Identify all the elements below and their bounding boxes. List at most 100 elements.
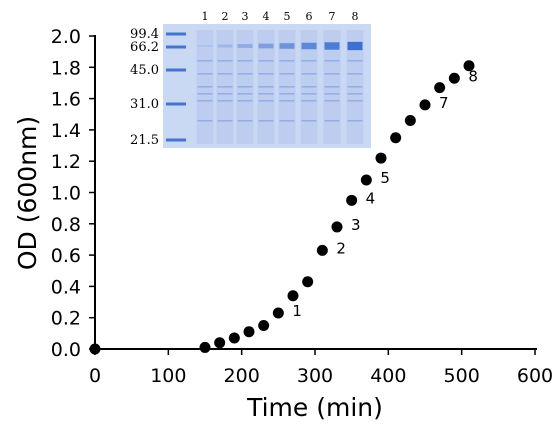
gel-marker-band [166, 32, 186, 36]
y-tick-label: 1.8 [51, 57, 81, 79]
data-point [89, 343, 101, 355]
y-tick-label: 0.8 [51, 214, 81, 236]
gel-marker-label: 66.2 [130, 40, 159, 55]
gel-band [324, 100, 340, 102]
x-tick-label: 500 [444, 365, 480, 387]
data-point [434, 82, 446, 94]
gel-expression-band [197, 45, 213, 47]
gel-band [258, 93, 274, 95]
gel-expression-band [237, 44, 253, 48]
x-tick-label: 200 [224, 365, 260, 387]
x-tick-label: 400 [370, 365, 406, 387]
y-tick-label: 1.4 [51, 120, 81, 142]
gel-expression-band [324, 42, 340, 50]
gel-expression-band [279, 43, 295, 49]
gel-band [237, 73, 253, 75]
data-point [199, 341, 211, 353]
y-tick-label: 2.0 [51, 26, 81, 48]
data-point [463, 60, 475, 72]
gel-marker-label: 31.0 [130, 97, 159, 112]
gel-band [217, 120, 233, 122]
gel-band [258, 120, 274, 122]
gel-band [217, 60, 233, 62]
gel-expression-band [347, 41, 363, 51]
data-point [214, 337, 226, 349]
y-axis-title: OD (600nm) [13, 116, 42, 270]
data-point [404, 115, 416, 127]
y-tick-label: 1.2 [51, 151, 81, 173]
gel-band [197, 86, 213, 88]
gel-band [258, 60, 274, 62]
gel-band [324, 73, 340, 75]
gel-band [324, 93, 340, 95]
gel-marker-label: 21.5 [130, 133, 159, 148]
point-annotation-label: 1 [292, 302, 302, 320]
gel-band [324, 60, 340, 62]
gel-band [347, 120, 363, 122]
gel-band [347, 60, 363, 62]
data-point [448, 72, 460, 84]
point-annotation-label: 5 [380, 169, 390, 187]
data-points [89, 60, 475, 355]
gel-marker-band [166, 138, 186, 142]
data-point [258, 320, 270, 332]
gel-marker-band [166, 102, 186, 106]
sds-page-gel-inset: 1 2 3 4 5 6 7 8 99.466.2 45.0 31.0 21.5 [130, 10, 371, 148]
gel-band [237, 86, 253, 88]
gel-band [197, 60, 213, 62]
gel-lane-label: 4 [263, 10, 270, 23]
gel-lane-label: 7 [329, 10, 336, 23]
point-annotation-label: 2 [336, 239, 346, 257]
gel-band [237, 120, 253, 122]
gel-band [301, 60, 317, 62]
gel-lane-label: 6 [306, 10, 313, 23]
gel-band [237, 100, 253, 102]
data-point [228, 332, 240, 344]
data-point [346, 194, 358, 206]
data-point [272, 307, 284, 319]
gel-band [237, 93, 253, 95]
gel-band [217, 73, 233, 75]
gel-marker-band [166, 45, 186, 49]
gel-band [197, 100, 213, 102]
data-point [360, 174, 372, 186]
gel-band [279, 86, 295, 88]
gel-band [347, 86, 363, 88]
gel-lane-label: 3 [242, 10, 249, 23]
data-point [302, 276, 314, 288]
gel-band [279, 93, 295, 95]
x-axis-title: Time (min) [246, 393, 383, 422]
data-point [316, 244, 328, 256]
y-tick-label: 0.2 [51, 308, 81, 330]
gel-band [217, 93, 233, 95]
gel-band [301, 93, 317, 95]
x-tick-label: 600 [517, 365, 553, 387]
gel-band [324, 86, 340, 88]
gel-expression-band [258, 43, 274, 49]
gel-band [197, 73, 213, 75]
gel-lane-label: 5 [284, 10, 291, 23]
point-annotation-label: 4 [366, 189, 376, 207]
gel-marker-label: 45.0 [130, 63, 159, 78]
gel-marker-band [166, 68, 186, 72]
y-tick-label: 0.6 [51, 245, 81, 267]
gel-band [301, 120, 317, 122]
point-annotation-label: 8 [468, 67, 478, 85]
gel-band [347, 100, 363, 102]
gel-band [301, 73, 317, 75]
y-tick-label: 1.6 [51, 89, 81, 111]
gel-band [279, 73, 295, 75]
gel-band [324, 120, 340, 122]
gel-band [258, 86, 274, 88]
gel-expression-band [217, 44, 233, 48]
gel-band [237, 60, 253, 62]
gel-band [217, 86, 233, 88]
point-annotation-label: 3 [351, 216, 361, 234]
data-point [390, 132, 402, 144]
data-point [243, 326, 255, 338]
data-point [419, 99, 431, 111]
gel-band [347, 93, 363, 95]
